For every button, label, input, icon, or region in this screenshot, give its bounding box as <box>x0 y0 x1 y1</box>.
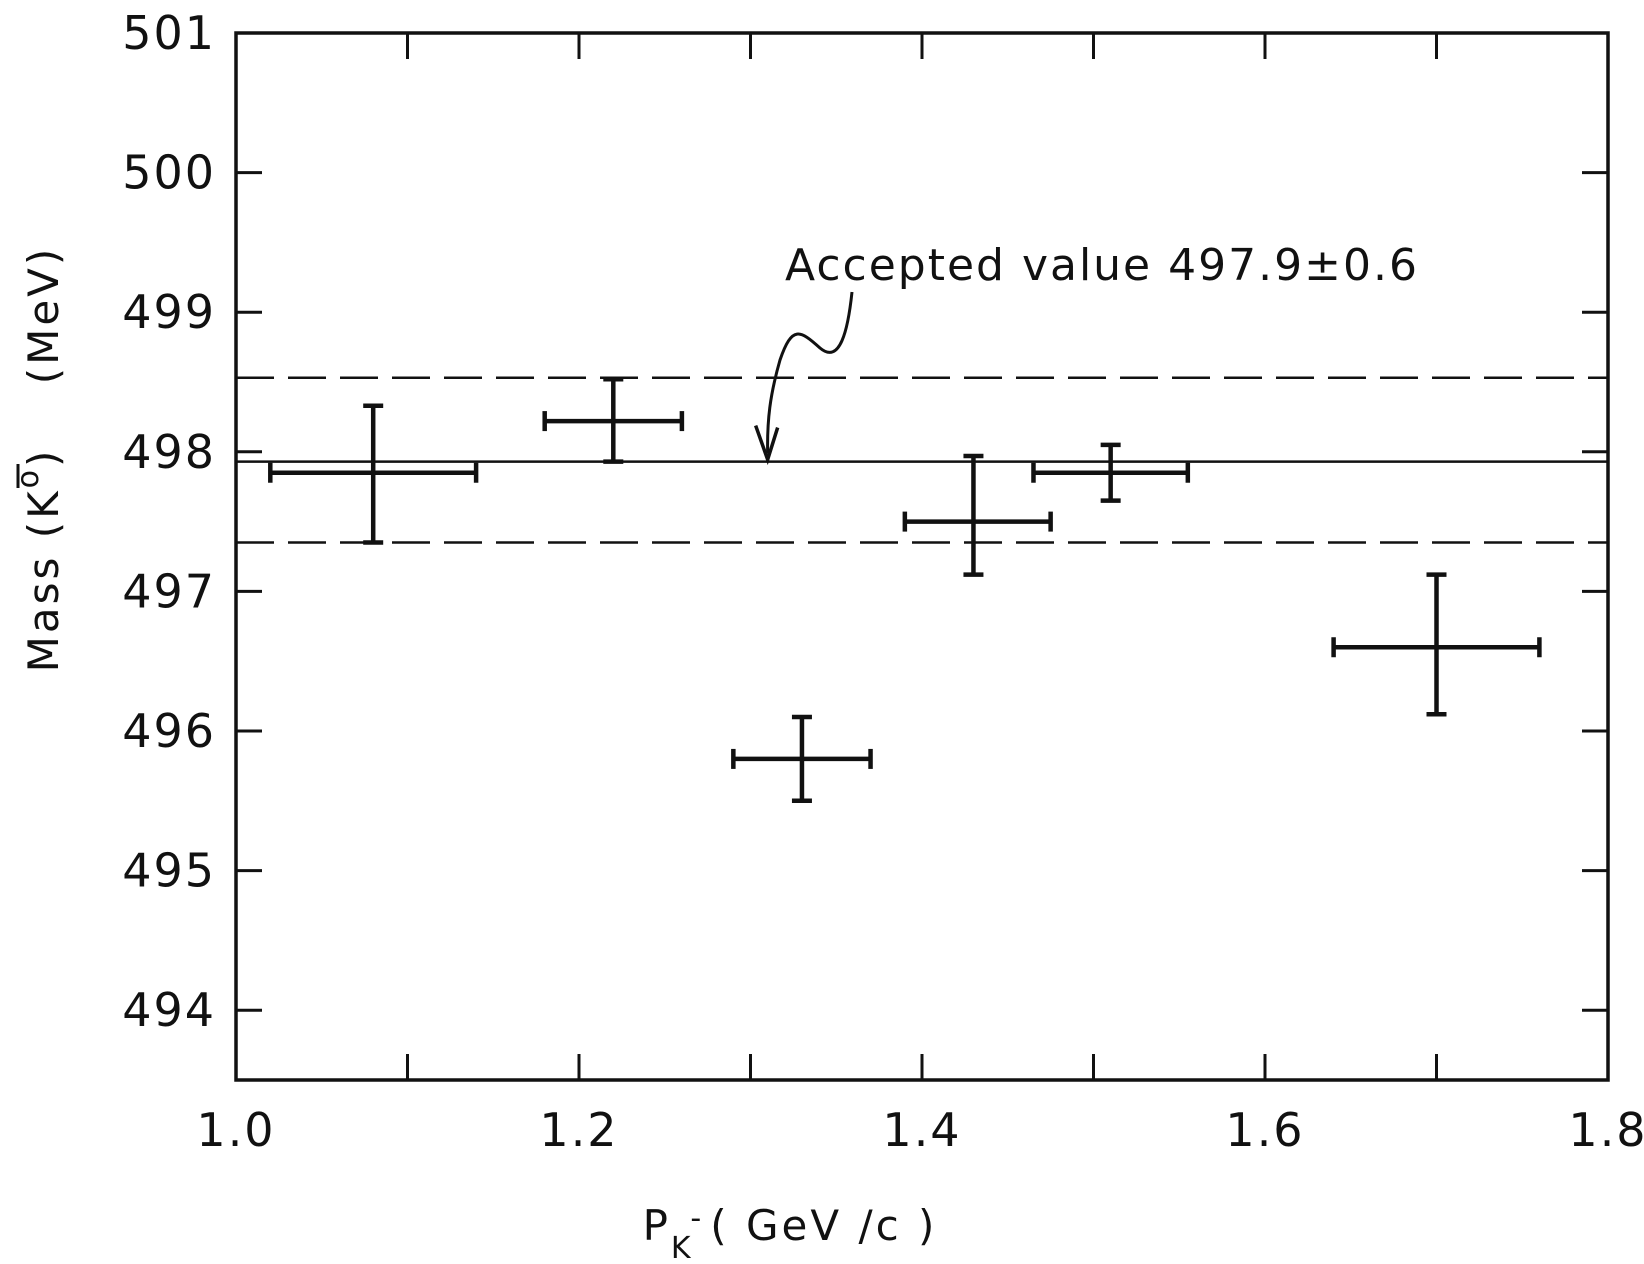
y-tick-label-4: 498 <box>122 425 216 479</box>
y-axis-label-close: ) <box>19 448 68 467</box>
annotation-arrow-head <box>753 424 780 466</box>
data-point-5 <box>1331 572 1542 717</box>
data-point-0 <box>268 403 479 545</box>
x-axis-label-main: P <box>643 1201 671 1250</box>
y-axis-label-mass: Mass (Ko) <box>11 448 68 673</box>
accepted-value-annotation: Accepted value 497.9±0.6 <box>753 240 1419 466</box>
annotation-label: Accepted value 497.9 <box>785 240 1304 291</box>
axis-ticks: 1.0 1.2 1.4 1.6 1.8 494 495 496 497 498 499 500 501 <box>122 6 1644 1157</box>
x-tick-label-2: 1.4 <box>882 1103 961 1157</box>
y-axis-label-main: Mass (K <box>19 488 68 672</box>
annotation-uncertainty: ±0.6 <box>1304 240 1419 291</box>
y-tick-label-1: 495 <box>122 844 216 898</box>
x-tick-label-4: 1.8 <box>1568 1103 1644 1157</box>
annotation-text: Accepted value 497.9±0.6 <box>785 240 1419 291</box>
annotation-arrow-curve <box>766 291 854 454</box>
y-tick-label-6: 500 <box>122 146 216 200</box>
x-tick-label-1: 1.2 <box>539 1103 618 1157</box>
x-axis-label-superscript: - <box>690 1201 704 1236</box>
x-axis-label: PK-( GeV /c ) <box>643 1201 938 1264</box>
y-tick-label-5: 499 <box>122 285 216 339</box>
data-points <box>268 376 1542 804</box>
x-axis-label-subscript: K <box>671 1231 692 1264</box>
data-point-1 <box>542 376 685 464</box>
y-tick-label-0: 494 <box>122 983 216 1037</box>
x-tick-label-3: 1.6 <box>1225 1103 1304 1157</box>
y-axis-label: Mass (Ko) (MeV) <box>11 246 68 673</box>
x-tick-label-0: 1.0 <box>196 1103 275 1157</box>
y-axis-label-superscript: o <box>11 467 46 488</box>
data-point-4 <box>1031 442 1191 503</box>
reference-lines <box>236 376 1608 544</box>
data-point-3 <box>902 453 1053 577</box>
y-tick-label-2: 496 <box>122 704 216 758</box>
y-tick-label-3: 497 <box>122 564 216 618</box>
data-point-2 <box>731 714 873 804</box>
y-axis-label-unit: (MeV) <box>19 246 68 385</box>
y-tick-label-7: 501 <box>122 6 216 60</box>
x-axis-label-units: ( GeV /c ) <box>710 1201 937 1250</box>
